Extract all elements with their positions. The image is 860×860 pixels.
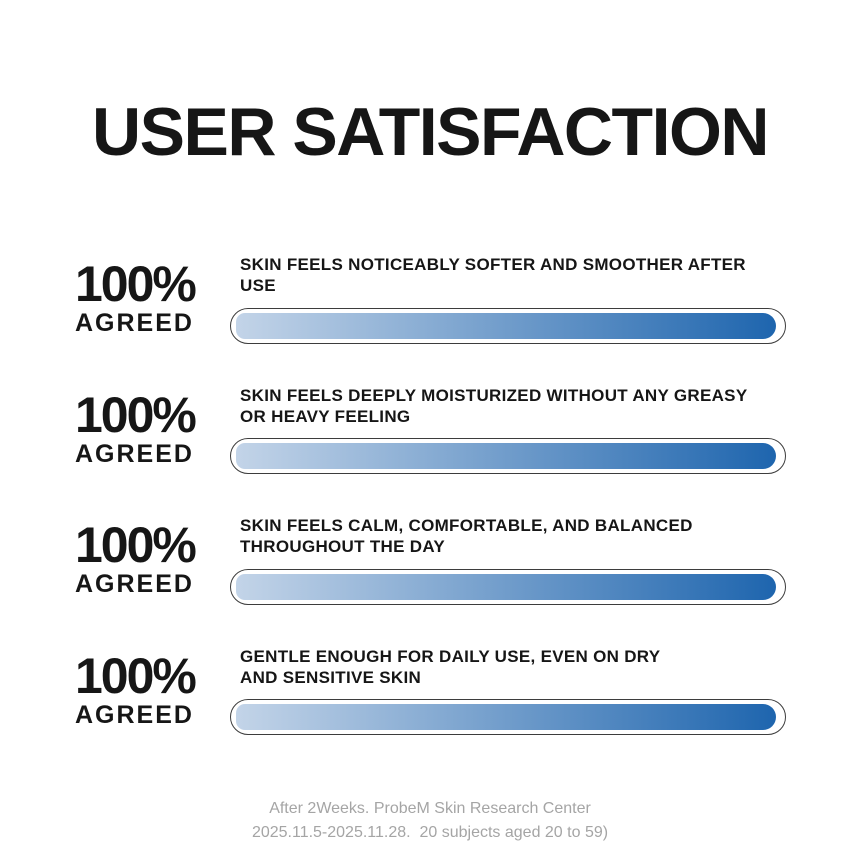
agreed-label: AGREED [75,700,194,729]
percent-label: 100% [75,256,197,313]
footer-line-2: 2025.11.5-2025.11.28. 20 subjects aged 2… [251,824,609,841]
percent-label: 100% [75,647,197,704]
satisfaction-bar-fill [236,443,776,469]
satisfaction-bar [230,438,786,474]
footer-note: After 2Weeks. ProbeM Skin Research Cente… [0,797,860,845]
row-content: GENTLE ENOUGH FOR DAILY USE, EVEN ON DRY… [230,646,786,735]
agreed-label: AGREED [75,309,194,338]
statement-text: SKIN FEELS NOTICEABLY SOFTER AND SMOOTHE… [240,255,746,296]
footer-line-1: After 2Weeks. ProbeM Skin Research Cente… [269,800,591,817]
statement-text: SKIN FEELS DEEPLY MOISTURIZED WITHOUT AN… [240,385,748,426]
satisfaction-bar-fill [236,573,776,600]
satisfaction-bar-fill [236,312,776,339]
satisfaction-bar [230,568,786,605]
statement-text: GENTLE ENOUGH FOR DAILY USE, EVEN ON DRY… [240,646,661,687]
agreement-label-block: 100% AGREED [75,386,230,468]
agreed-label: AGREED [75,439,194,468]
row-content: SKIN FEELS CALM, COMFORTABLE, AND BALANC… [230,515,786,605]
agreed-label: AGREED [75,570,194,599]
statement-text: SKIN FEELS CALM, COMFORTABLE, AND BALANC… [240,516,693,557]
satisfaction-bar-fill [236,704,776,730]
percent-label: 100% [75,386,197,443]
agreement-label-block: 100% AGREED [75,647,230,729]
agreement-label-block: 100% AGREED [75,517,230,599]
satisfaction-bar [230,699,786,735]
percent-label: 100% [75,517,197,574]
satisfaction-rows: 100% AGREED SKIN FEELS NOTICEABLY SOFTER… [0,254,860,735]
row-content: SKIN FEELS DEEPLY MOISTURIZED WITHOUT AN… [230,385,786,474]
satisfaction-row: 100% AGREED SKIN FEELS DEEPLY MOISTURIZE… [75,385,786,474]
page-title: USER SATISFACTION [92,94,769,170]
agreement-label-block: 100% AGREED [75,256,230,338]
satisfaction-row: 100% AGREED GENTLE ENOUGH FOR DAILY USE,… [75,646,786,735]
satisfaction-row: 100% AGREED SKIN FEELS CALM, COMFORTABLE… [75,515,786,605]
satisfaction-row: 100% AGREED SKIN FEELS NOTICEABLY SOFTER… [75,254,786,344]
row-content: SKIN FEELS NOTICEABLY SOFTER AND SMOOTHE… [230,254,786,344]
satisfaction-bar [230,307,786,344]
